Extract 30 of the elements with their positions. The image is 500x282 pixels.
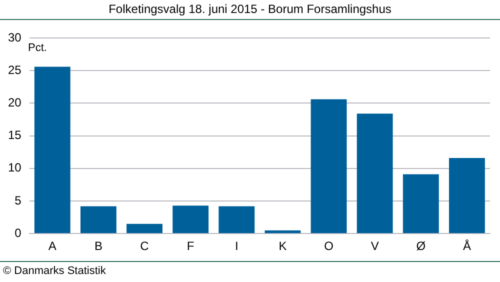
x-tick-label: A (48, 239, 56, 254)
y-tick-label: 25 (8, 62, 22, 77)
bar (80, 206, 116, 234)
x-tick-label: Ø (416, 239, 426, 254)
x-tick-label: Å (462, 239, 471, 254)
y-tick-label: 30 (8, 30, 22, 44)
bar (402, 174, 439, 234)
y-tick-label: 0 (14, 226, 22, 240)
x-tick-label: F (186, 239, 194, 254)
text: © Danmarks Statistik (0, 261, 500, 280)
x-tick-label: B (94, 239, 102, 254)
x-tick-label: K (278, 239, 287, 254)
y-axis-title: Pct. (28, 42, 47, 54)
bar (126, 224, 162, 234)
x-tick-label: V (370, 239, 379, 254)
y-tick-label: 5 (14, 193, 22, 208)
bar (218, 206, 255, 234)
bar (449, 158, 485, 234)
bar (34, 66, 70, 234)
x-tick-label: O (324, 239, 334, 254)
y-tick-label: 15 (8, 128, 22, 142)
bar (310, 99, 347, 234)
bar (264, 230, 301, 234)
chart-title: Folketingsvalg 18. juni 2015 - Borum Forsamlingshus (0, 0, 500, 20)
bar (356, 114, 393, 234)
x-tick-label: C (140, 239, 150, 254)
bar (172, 206, 209, 234)
y-tick-label: 20 (8, 96, 22, 110)
x-tick-label: I (234, 239, 238, 254)
y-tick-label: 10 (8, 160, 22, 175)
